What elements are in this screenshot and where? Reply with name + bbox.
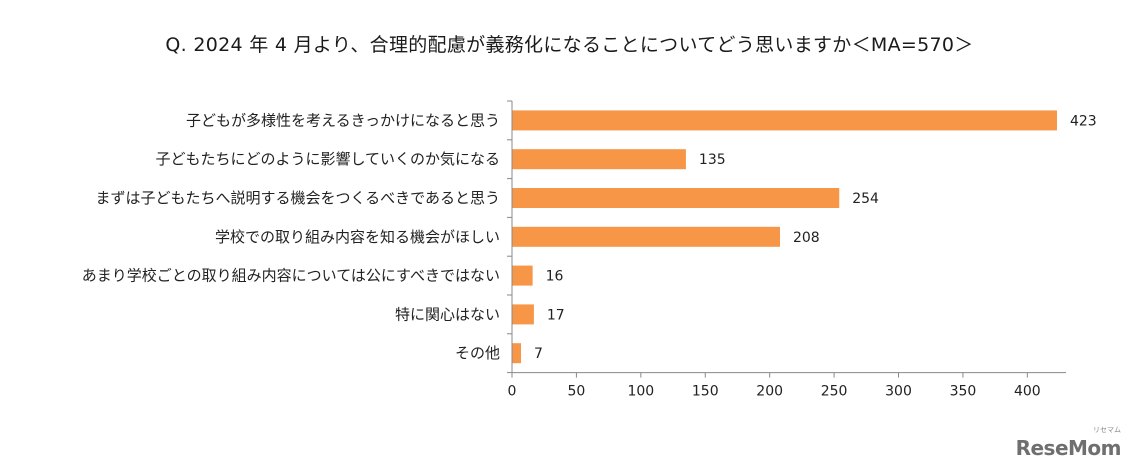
bar bbox=[512, 343, 522, 364]
x-tick-label: 250 bbox=[821, 384, 848, 400]
bar bbox=[512, 149, 686, 170]
category-label: その他 bbox=[455, 344, 500, 362]
category-label: 子どもが多様性を考えるきっかけになると思う bbox=[186, 111, 500, 129]
chart-title: Q. 2024 年 4 月より、合理的配慮が義務化になることについてどう思います… bbox=[165, 34, 974, 56]
category-label: まずは子どもたちへ説明する機会をつくるべきであると思う bbox=[95, 189, 500, 207]
value-label: 254 bbox=[852, 191, 879, 207]
bar bbox=[512, 265, 533, 286]
x-tick-label: 50 bbox=[568, 384, 586, 400]
x-tick-label: 200 bbox=[756, 384, 783, 400]
x-tick-label: 150 bbox=[692, 384, 719, 400]
value-label: 7 bbox=[534, 346, 543, 362]
bar bbox=[512, 226, 780, 247]
x-tick-label: 350 bbox=[950, 384, 977, 400]
value-labels: 423 135 254 208 16 17 7 bbox=[534, 113, 1097, 362]
category-label: 特に関心はない bbox=[395, 305, 500, 323]
x-tick-label: 300 bbox=[885, 384, 912, 400]
tick-labels: 0 50 100 150 200 250 300 350 400 bbox=[508, 384, 1041, 400]
category-label: 学校での取り組み内容を知る機会がほしい bbox=[215, 228, 500, 246]
value-label: 135 bbox=[699, 152, 726, 168]
value-label: 16 bbox=[546, 269, 564, 285]
value-label: 423 bbox=[1070, 113, 1097, 129]
bars-group bbox=[512, 110, 1057, 364]
value-label: 17 bbox=[547, 307, 565, 323]
bar bbox=[512, 188, 840, 208]
category-label: あまり学校ごとの取り組み内容については公にすべきではない bbox=[82, 267, 500, 285]
category-label: 子どもたちにどのように影響していくのか気になる bbox=[155, 150, 500, 168]
watermark-sub: リセマム bbox=[1093, 426, 1121, 434]
value-label: 208 bbox=[793, 230, 820, 246]
axes bbox=[507, 100, 1066, 378]
x-tick-label: 400 bbox=[1014, 384, 1041, 400]
watermark-logo: ReseMom bbox=[1015, 436, 1122, 460]
bar bbox=[512, 110, 1057, 131]
x-tick-label: 100 bbox=[627, 384, 654, 400]
bar bbox=[512, 304, 534, 325]
category-labels: 子どもが多様性を考えるきっかけになると思う子どもたちにどのように影響していくのか… bbox=[82, 111, 500, 362]
x-tick-label: 0 bbox=[508, 384, 517, 400]
